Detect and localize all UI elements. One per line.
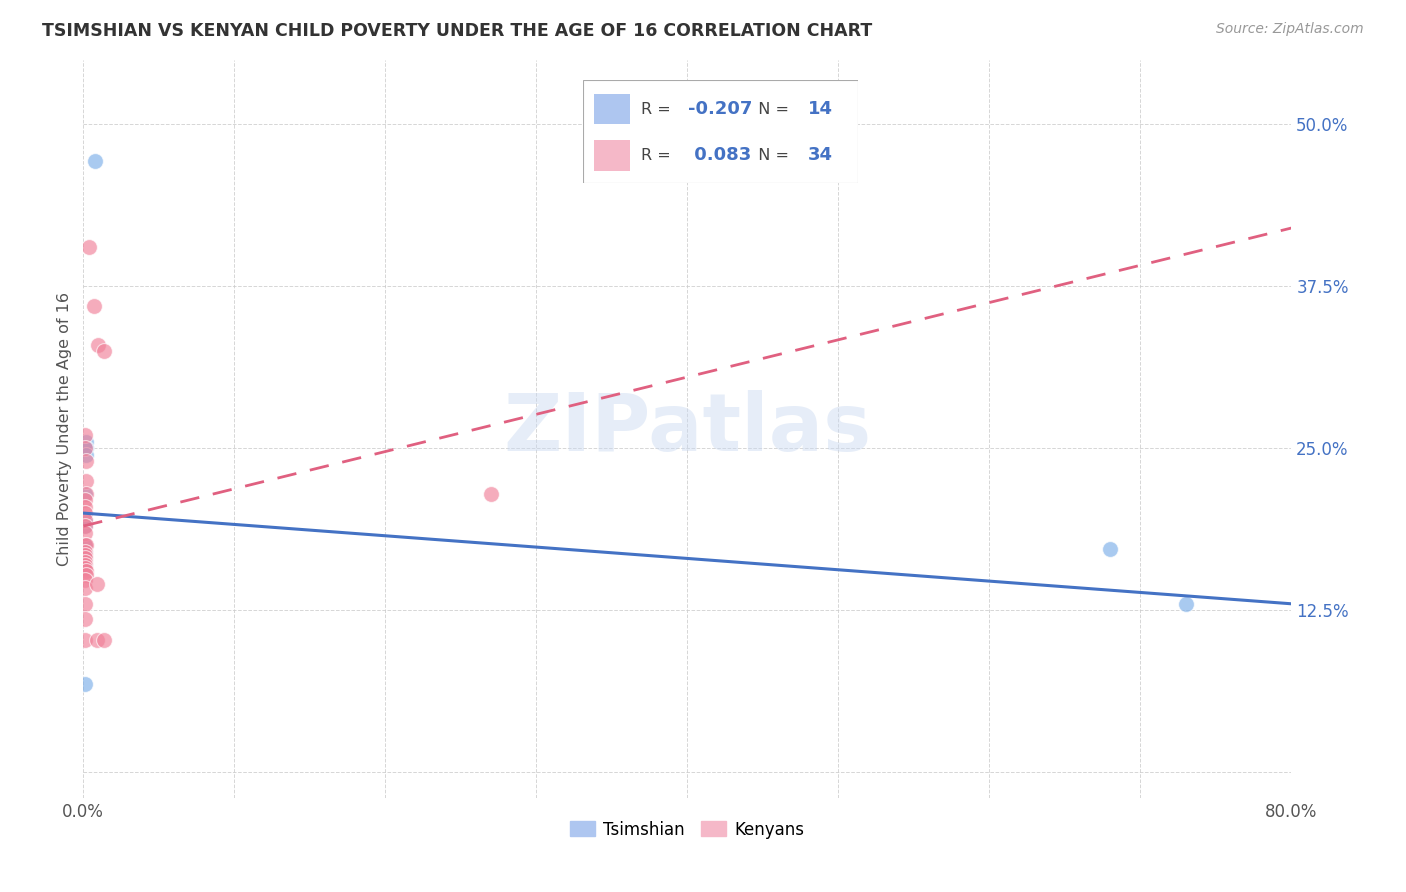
- Point: [479, 486, 502, 500]
- Point: [73, 545, 96, 559]
- Legend: Tsimshian, Kenyans: Tsimshian, Kenyans: [564, 814, 811, 846]
- Point: [73, 597, 96, 611]
- Point: [75, 442, 97, 456]
- Point: [1174, 597, 1197, 611]
- Point: [75, 448, 97, 462]
- Point: [73, 500, 96, 514]
- Text: N =: N =: [748, 102, 794, 117]
- Point: [73, 555, 96, 569]
- Point: [73, 612, 96, 626]
- Point: [73, 581, 96, 595]
- Point: [73, 558, 96, 572]
- Point: [73, 548, 96, 562]
- Text: 14: 14: [808, 100, 834, 118]
- Point: [75, 434, 97, 449]
- Point: [79, 240, 101, 254]
- Point: [73, 519, 96, 533]
- Point: [73, 539, 96, 553]
- Y-axis label: Child Poverty Under the Age of 16: Child Poverty Under the Age of 16: [58, 292, 72, 566]
- Point: [73, 519, 96, 533]
- Point: [1099, 542, 1122, 557]
- Text: R =: R =: [641, 102, 676, 117]
- Point: [73, 558, 96, 572]
- Point: [87, 337, 110, 351]
- FancyBboxPatch shape: [595, 140, 630, 170]
- Point: [93, 633, 115, 648]
- Point: [75, 539, 97, 553]
- Point: [75, 474, 97, 488]
- Point: [73, 560, 96, 574]
- Text: N =: N =: [748, 148, 794, 162]
- Point: [86, 577, 108, 591]
- Point: [83, 299, 105, 313]
- Point: [73, 493, 96, 508]
- Point: [73, 486, 96, 500]
- Point: [84, 153, 107, 168]
- Point: [73, 506, 96, 520]
- Point: [73, 512, 96, 526]
- Point: [75, 565, 97, 579]
- Point: [73, 677, 96, 691]
- Point: [93, 344, 115, 359]
- Text: R =: R =: [641, 148, 676, 162]
- Point: [75, 568, 97, 582]
- FancyBboxPatch shape: [595, 94, 630, 124]
- Point: [73, 545, 96, 559]
- Point: [73, 512, 96, 526]
- Point: [73, 551, 96, 566]
- Point: [75, 454, 97, 468]
- Point: [73, 551, 96, 566]
- Point: [73, 442, 96, 456]
- Point: [73, 428, 96, 442]
- Text: Source: ZipAtlas.com: Source: ZipAtlas.com: [1216, 22, 1364, 37]
- Point: [73, 574, 96, 588]
- Text: 34: 34: [808, 146, 834, 164]
- Point: [73, 539, 96, 553]
- Text: 0.083: 0.083: [688, 146, 751, 164]
- Text: TSIMSHIAN VS KENYAN CHILD POVERTY UNDER THE AGE OF 16 CORRELATION CHART: TSIMSHIAN VS KENYAN CHILD POVERTY UNDER …: [42, 22, 873, 40]
- Point: [73, 525, 96, 540]
- FancyBboxPatch shape: [583, 80, 858, 183]
- Text: -0.207: -0.207: [688, 100, 752, 118]
- Text: ZIPatlas: ZIPatlas: [503, 390, 872, 468]
- Point: [75, 486, 97, 500]
- Point: [73, 633, 96, 648]
- Point: [86, 633, 108, 648]
